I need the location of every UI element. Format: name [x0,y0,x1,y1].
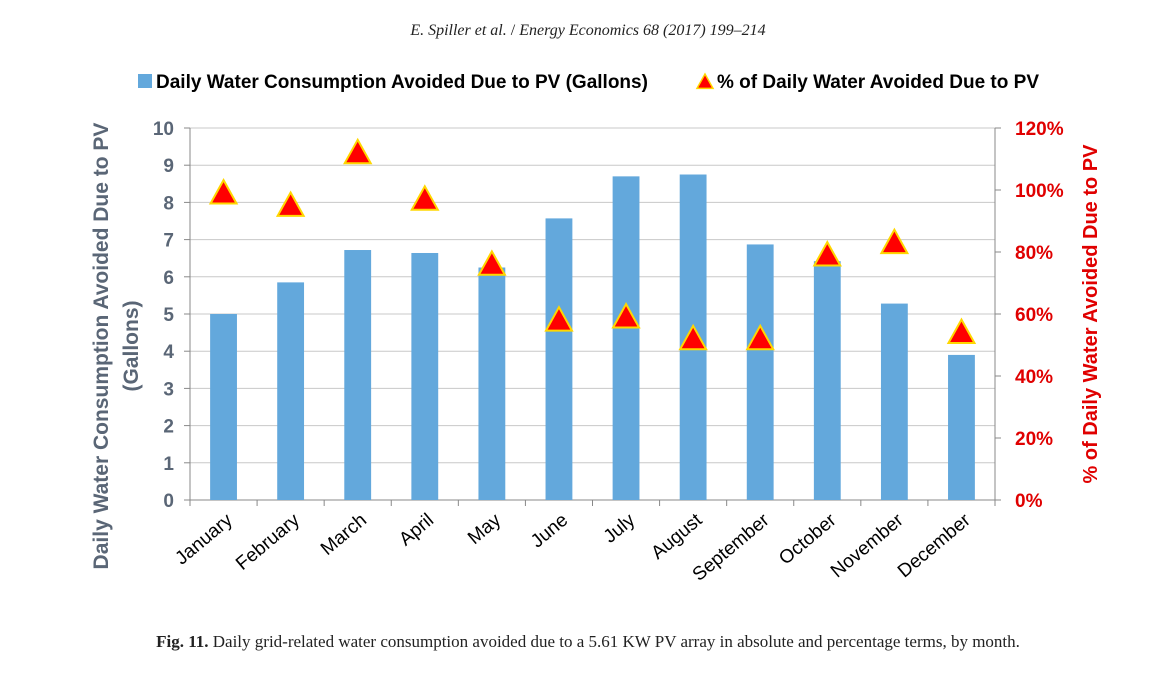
caption-label: Fig. 11. [156,632,209,651]
x-category-label: June [527,510,572,553]
percent-marker [544,305,574,332]
percent-marker [410,184,440,211]
percent-marker [343,137,373,165]
percent-marker [477,249,507,276]
left-axis-title: Daily Water Consumption Avoided Due to P… [90,123,113,570]
bar [277,282,305,500]
bar [813,261,841,500]
percent-marker [678,323,708,351]
bar [948,354,975,500]
x-category-label: February [232,509,304,574]
percent-marker [879,227,910,255]
x-category-label: March [317,510,371,560]
right-tick-label: 80% [1015,243,1053,264]
right-tick-label: 20% [1015,429,1053,450]
x-category-label: October [775,509,841,569]
bar [210,314,237,500]
bar [344,250,372,500]
x-category-label: April [395,510,438,551]
left-tick-label: 1 [163,454,174,475]
left-tick-label: 2 [163,417,174,438]
left-tick-label: 0 [163,491,174,512]
x-category-label: May [464,509,505,548]
left-tick-label: 4 [163,342,174,363]
x-category-label: July [600,509,640,547]
percent-marker [208,178,239,205]
percent-marker [745,323,775,351]
right-tick-label: 0% [1015,491,1043,512]
right-tick-label: 40% [1015,367,1053,388]
figure-caption: Fig. 11. Daily grid-related water consum… [0,632,1176,652]
percent-marker [946,317,977,344]
percent-marker [611,302,641,329]
left-tick-label: 6 [163,268,174,289]
left-tick-label: 7 [163,231,174,252]
bar [411,252,439,500]
header-authors: E. Spiller et al. [410,22,507,39]
x-category-label: December [894,509,975,582]
left-tick-label: 10 [153,119,174,140]
right-tick-label: 100% [1015,181,1064,202]
legend-bar-swatch [138,74,152,88]
left-tick-label: 8 [163,193,174,214]
caption-text: Daily grid-related water consumption avo… [208,632,1020,651]
right-axis-title: % of Daily Water Avoided Due to PV [1080,144,1102,484]
percent-marker [275,190,306,217]
right-tick-label: 120% [1015,119,1064,140]
x-category-label: January [171,509,237,569]
x-category-label: November [827,509,908,582]
bar [612,176,640,501]
left-axis-title-units: (Gallons) [120,300,143,391]
legend-marker-swatch [695,72,715,90]
left-tick-label: 3 [163,379,174,400]
bar [746,244,774,500]
right-tick-label: 60% [1015,305,1053,326]
left-tick-label: 9 [163,156,174,177]
legend-marker-label: % of Daily Water Avoided Due to PV [717,72,1039,93]
bar [880,303,908,500]
header-separator: / [506,22,520,39]
combo-chart: 0123456789100%20%40%60%80%100%120%Januar… [90,72,1102,586]
x-category-label: August [648,509,707,564]
left-tick-label: 5 [163,305,174,326]
percent-marker [812,240,842,267]
bar [478,267,506,500]
header-journal: Energy Economics 68 (2017) 199–214 [519,22,766,39]
legend-bar-label: Daily Water Consumption Avoided Due to P… [156,72,648,93]
bar [545,218,573,500]
journal-header: E. Spiller et al. / Energy Economics 68 … [0,22,1176,40]
